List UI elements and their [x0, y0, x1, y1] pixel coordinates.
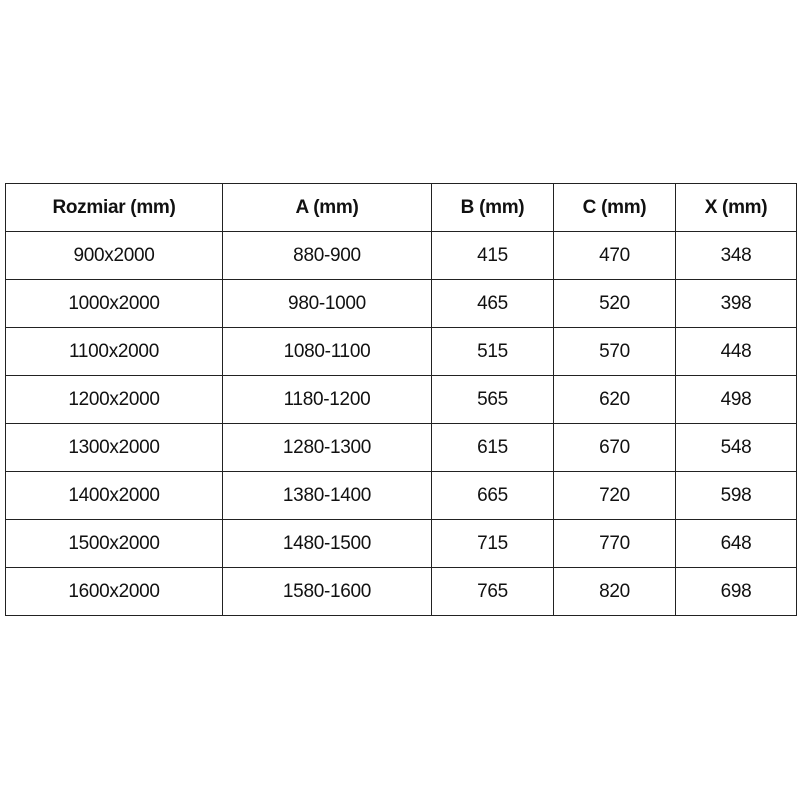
cell-c: 720	[553, 471, 676, 520]
table-row: 1400x2000 1380-1400 665 720 598	[5, 471, 797, 520]
header-size: Rozmiar (mm)	[5, 183, 223, 232]
table-row: 1100x2000 1080-1100 515 570 448	[5, 327, 797, 376]
cell-x: 398	[675, 279, 797, 328]
cell-x: 548	[675, 423, 797, 472]
cell-c: 520	[553, 279, 676, 328]
cell-c: 770	[553, 519, 676, 568]
table-row: 1000x2000 980-1000 465 520 398	[5, 279, 797, 328]
header-b: B (mm)	[431, 183, 554, 232]
cell-x: 698	[675, 567, 797, 616]
cell-a: 880-900	[222, 231, 432, 280]
cell-b: 415	[431, 231, 554, 280]
table-row: 1600x2000 1580-1600 765 820 698	[5, 567, 797, 616]
cell-x: 448	[675, 327, 797, 376]
cell-size: 1000x2000	[5, 279, 223, 328]
cell-b: 615	[431, 423, 554, 472]
header-row: Rozmiar (mm) A (mm) B (mm) C (mm) X (mm)	[5, 183, 797, 232]
cell-size: 1500x2000	[5, 519, 223, 568]
cell-a: 1180-1200	[222, 375, 432, 424]
cell-a: 980-1000	[222, 279, 432, 328]
table-row: 1500x2000 1480-1500 715 770 648	[5, 519, 797, 568]
cell-c: 470	[553, 231, 676, 280]
cell-x: 498	[675, 375, 797, 424]
table-row: 1300x2000 1280-1300 615 670 548	[5, 423, 797, 472]
cell-a: 1280-1300	[222, 423, 432, 472]
cell-x: 598	[675, 471, 797, 520]
table-row: 1200x2000 1180-1200 565 620 498	[5, 375, 797, 424]
cell-size: 900x2000	[5, 231, 223, 280]
cell-x: 348	[675, 231, 797, 280]
cell-c: 620	[553, 375, 676, 424]
cell-size: 1600x2000	[5, 567, 223, 616]
cell-c: 570	[553, 327, 676, 376]
header-c: C (mm)	[553, 183, 676, 232]
cell-x: 648	[675, 519, 797, 568]
cell-size: 1100x2000	[5, 327, 223, 376]
cell-a: 1080-1100	[222, 327, 432, 376]
cell-b: 515	[431, 327, 554, 376]
cell-size: 1200x2000	[5, 375, 223, 424]
cell-b: 765	[431, 567, 554, 616]
header-a: A (mm)	[222, 183, 432, 232]
cell-b: 715	[431, 519, 554, 568]
cell-b: 465	[431, 279, 554, 328]
cell-b: 665	[431, 471, 554, 520]
cell-size: 1300x2000	[5, 423, 223, 472]
cell-c: 820	[553, 567, 676, 616]
header-x: X (mm)	[675, 183, 797, 232]
cell-b: 565	[431, 375, 554, 424]
cell-a: 1580-1600	[222, 567, 432, 616]
cell-a: 1480-1500	[222, 519, 432, 568]
cell-a: 1380-1400	[222, 471, 432, 520]
table-row: 900x2000 880-900 415 470 348	[5, 231, 797, 280]
cell-c: 670	[553, 423, 676, 472]
dimensions-table: Rozmiar (mm) A (mm) B (mm) C (mm) X (mm)…	[5, 183, 797, 616]
cell-size: 1400x2000	[5, 471, 223, 520]
